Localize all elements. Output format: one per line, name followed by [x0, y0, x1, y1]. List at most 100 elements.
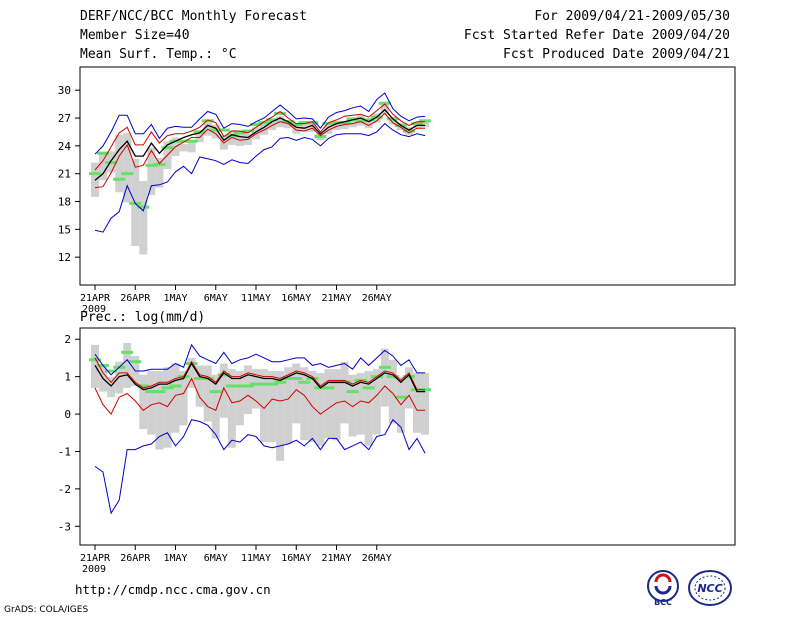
y-tick-label: 18 — [58, 196, 71, 209]
member-mark — [290, 377, 303, 381]
member-mark — [322, 386, 335, 390]
x-tick-label: 6MAY — [204, 553, 228, 564]
spread-box — [388, 359, 397, 424]
spread-box — [147, 147, 156, 196]
member-mark — [225, 134, 238, 138]
x-tick-label: 16MAY — [281, 553, 311, 564]
x-tick-label: 26APR — [120, 553, 151, 564]
ensemble-mean-line — [94, 108, 426, 181]
bcc-logo-text: BCC — [654, 598, 672, 607]
spread-box — [235, 131, 244, 146]
member-mark — [378, 101, 391, 105]
spread-box — [163, 367, 172, 448]
member-mark — [419, 119, 432, 123]
member-mark — [193, 130, 206, 134]
member-mark — [201, 119, 214, 123]
y-tick-label: 2 — [64, 333, 71, 346]
y-tick-label: 27 — [58, 112, 71, 125]
spread-box — [227, 369, 236, 448]
member-mark — [362, 118, 375, 122]
spread-box — [187, 357, 196, 388]
spread-box — [404, 367, 413, 409]
y-tick-label: -1 — [58, 445, 71, 458]
spread-box — [195, 130, 204, 143]
y-tick-label: -3 — [58, 520, 71, 533]
spread-box — [380, 103, 389, 115]
member-mark — [233, 384, 246, 388]
panel-frame-1 — [79, 327, 736, 546]
spread-box — [203, 365, 212, 422]
member-mark — [145, 163, 158, 167]
member-mark — [298, 380, 311, 384]
spread-box — [260, 369, 269, 443]
spread-box — [211, 374, 220, 439]
member-mark — [354, 119, 367, 123]
spread-box — [364, 371, 373, 446]
x-tick-label: 26APR — [120, 293, 151, 304]
spread-box — [340, 361, 349, 424]
chart-title: DERF/NCC/BCC Monthly Forecast — [80, 9, 307, 24]
spread-box — [421, 120, 430, 128]
spread-box — [252, 369, 260, 409]
member-mark — [378, 365, 391, 369]
member-mark — [241, 384, 254, 388]
x-tick-label: 16MAY — [281, 293, 311, 304]
spread-box — [356, 372, 365, 435]
spread-box — [268, 371, 277, 443]
spread-box — [348, 118, 357, 128]
member-mark — [225, 384, 238, 388]
member-mark — [121, 350, 134, 354]
spread-box — [123, 132, 132, 203]
x-year-label: 2009 — [82, 564, 106, 575]
y-tick-label: 24 — [58, 140, 72, 153]
member-mark — [121, 172, 134, 176]
member-mark — [386, 375, 399, 379]
member-mark — [274, 380, 287, 384]
x-tick-label: 11MAY — [241, 293, 271, 304]
spread-box — [155, 371, 164, 450]
bcc-logo: BCC — [647, 570, 679, 607]
member-mark — [250, 123, 262, 127]
member-mark — [394, 395, 407, 399]
member-mark — [346, 117, 359, 121]
member-mark — [402, 129, 415, 133]
member-mark — [250, 382, 262, 386]
x-tick-label: 26MAY — [362, 553, 392, 564]
source-url[interactable]: http://cmdp.ncc.cma.gov.cn — [75, 582, 271, 597]
y-tick-label: 0 — [64, 408, 71, 421]
member-mark — [89, 172, 101, 176]
spread-box — [219, 363, 228, 418]
member-mark — [322, 122, 335, 126]
member-mark — [113, 177, 126, 181]
member-mark — [161, 146, 174, 150]
spread-box — [147, 371, 156, 435]
member-mark — [209, 128, 222, 132]
x-year-label: 2009 — [82, 304, 106, 315]
member-mark — [282, 377, 295, 381]
member-mark — [97, 151, 110, 155]
x-tick-label: 21MAY — [321, 553, 351, 564]
spread-box — [300, 367, 309, 441]
member-mark — [89, 358, 101, 362]
spread-box — [421, 372, 430, 435]
spread-box — [260, 121, 269, 135]
spread-box — [179, 143, 188, 152]
spread-box — [115, 134, 124, 193]
member-mark — [137, 205, 150, 209]
spread-box — [364, 119, 373, 129]
member-mark — [306, 121, 319, 125]
lower-envelope-line — [94, 418, 426, 515]
x-tick-label: 11MAY — [241, 553, 271, 564]
spread-box — [316, 372, 325, 446]
member-mark — [169, 384, 182, 388]
member-mark — [177, 139, 190, 143]
member-mark — [314, 135, 327, 139]
x-tick-label: 21APR — [80, 553, 111, 564]
member-mark — [233, 131, 246, 135]
upper-envelope-line — [94, 343, 426, 376]
spread-box — [107, 376, 116, 398]
spread-box — [372, 369, 381, 435]
spread-box — [300, 122, 309, 132]
member-mark — [274, 111, 287, 115]
